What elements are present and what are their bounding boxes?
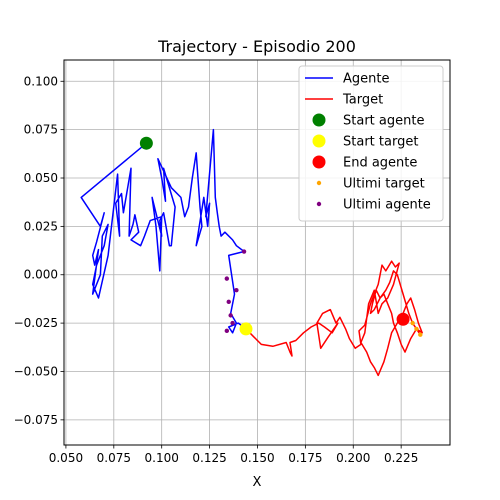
legend-label: Target <box>342 93 383 108</box>
series-line-target <box>245 260 423 377</box>
x-tick-label: 0.150 <box>240 451 274 465</box>
legend-marker-start-target <box>312 134 326 148</box>
legend-box <box>298 65 444 222</box>
y-tick-label: −0.050 <box>14 364 58 378</box>
x-tick-label: 0.075 <box>97 451 131 465</box>
marker-layer <box>139 136 423 337</box>
y-tick-label: −0.075 <box>14 413 58 427</box>
point-ultimi-agente <box>241 249 247 254</box>
legend-marker-ultimi-target <box>316 180 322 186</box>
y-tick-label: 0.100 <box>24 74 58 88</box>
marker-start-agente <box>139 136 153 150</box>
y-tick-label: −0.025 <box>14 316 58 330</box>
marker-end-agente <box>396 312 410 326</box>
chart-title: Trajectory - Episodio 200 <box>157 37 356 56</box>
series-line-agente <box>80 128 247 334</box>
x-tick-label: 0.225 <box>384 451 418 465</box>
point-ultimi-agente <box>234 288 239 293</box>
marker-start-target <box>239 322 253 336</box>
point-ultimi-agente <box>224 276 230 281</box>
point-ultimi-target <box>418 332 423 337</box>
point-ultimi-agente <box>228 313 233 318</box>
series-layer <box>80 128 423 377</box>
point-ultimi-target <box>414 326 419 332</box>
point-ultimi-target <box>410 320 415 326</box>
legend-label: Ultimi target <box>343 177 425 192</box>
point-ultimi-agente <box>230 320 235 326</box>
y-tick-label: 0.075 <box>24 123 58 137</box>
x-tick-label: 0.200 <box>336 451 370 465</box>
y-tick-label: 0.050 <box>24 171 58 185</box>
x-tick-label: 0.175 <box>288 451 322 465</box>
x-axis-label: X <box>253 475 262 490</box>
legend-label: End agente <box>343 156 417 171</box>
plot-border <box>63 59 451 446</box>
legend-marker-ultimi-agente <box>316 201 322 207</box>
x-tick-label: 0.100 <box>145 451 179 465</box>
legend-label: Start agente <box>343 114 424 129</box>
legend-marker-end-agente <box>312 155 326 169</box>
legend-marker-start-agente <box>312 113 326 127</box>
legend-label: Ultimi agente <box>343 198 431 213</box>
legend-label: Agente <box>343 72 389 87</box>
x-tick-label: 0.050 <box>49 451 83 465</box>
point-ultimi-agente <box>224 328 230 334</box>
y-tick-label: 0.000 <box>24 268 58 282</box>
tick-layer: 0.050 0.075 0.100 0.125 0.150 0.175 0.200 0.225… <box>14 74 419 465</box>
y-tick-label: 0.025 <box>24 219 58 233</box>
legend: Agente Target Start agente Start target End … <box>298 65 444 222</box>
legend-label: Start target <box>343 135 418 150</box>
x-tick-label: 0.125 <box>192 451 226 465</box>
point-ultimi-agente <box>226 299 231 305</box>
